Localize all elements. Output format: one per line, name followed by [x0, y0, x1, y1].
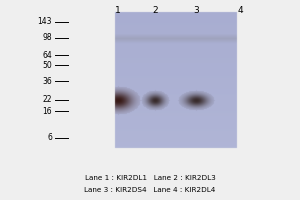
Text: Lane 3 : KIR2DS4   Lane 4 : KIR2DL4: Lane 3 : KIR2DS4 Lane 4 : KIR2DL4 [84, 187, 216, 193]
Text: 6: 6 [47, 134, 52, 142]
Text: 22: 22 [43, 96, 52, 104]
Text: 143: 143 [38, 18, 52, 26]
Text: 16: 16 [42, 106, 52, 116]
Text: 2: 2 [152, 6, 158, 15]
Text: 50: 50 [42, 60, 52, 70]
Text: 64: 64 [42, 50, 52, 60]
Text: 4: 4 [237, 6, 243, 15]
Text: 98: 98 [42, 33, 52, 43]
Text: 36: 36 [42, 76, 52, 86]
Text: 1: 1 [115, 6, 121, 15]
Text: 3: 3 [193, 6, 199, 15]
Text: Lane 1 : KIR2DL1   Lane 2 : KIR2DL3: Lane 1 : KIR2DL1 Lane 2 : KIR2DL3 [85, 175, 215, 181]
